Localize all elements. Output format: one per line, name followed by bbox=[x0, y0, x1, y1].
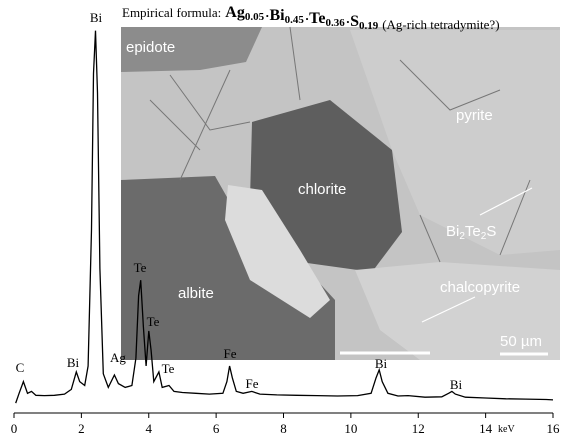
peak-label: Ag bbox=[110, 350, 126, 365]
x-tick-label: 4 bbox=[146, 421, 153, 436]
peak-label: C bbox=[16, 360, 25, 375]
chart-title: Empirical formula: Ag0.05·Bi0.45·Te0.36·S… bbox=[122, 4, 500, 32]
peak-label: Bi bbox=[375, 356, 388, 371]
phase-label: pyrite bbox=[456, 107, 493, 124]
formula-separator: · bbox=[346, 14, 350, 29]
phase-formula-part: S bbox=[486, 223, 496, 240]
x-tick-label: 14 bbox=[479, 421, 493, 436]
formula-symbol: Bi bbox=[269, 7, 285, 24]
epidote-region bbox=[121, 27, 262, 72]
formula-separator: · bbox=[265, 8, 269, 23]
peak-label: Te bbox=[134, 260, 147, 275]
peak-label: Te bbox=[162, 361, 175, 376]
formula-index: 0.36 bbox=[325, 17, 345, 29]
x-tick-label: 2 bbox=[78, 421, 85, 436]
formula-symbol: S bbox=[350, 13, 359, 30]
x-tick-label: 10 bbox=[344, 421, 357, 436]
chlorite-region bbox=[250, 100, 402, 272]
x-tick-label: 12 bbox=[412, 421, 425, 436]
x-tick-label: 8 bbox=[280, 421, 287, 436]
scale-bar-label: 50 µm bbox=[500, 333, 542, 350]
x-tick-label: 16 bbox=[547, 421, 561, 436]
phase-formula-part: 2 bbox=[459, 231, 465, 242]
peak-label: Fe bbox=[246, 376, 259, 391]
peak-label: Bi bbox=[90, 10, 103, 25]
pyrite-region bbox=[350, 30, 560, 255]
peak-label: Fe bbox=[224, 346, 237, 361]
phase-label: epidote bbox=[126, 39, 175, 56]
formula-index: 0.45 bbox=[285, 14, 305, 26]
chalcopyrite-region bbox=[355, 262, 560, 360]
albite-region bbox=[121, 176, 335, 360]
formula-index: 0.05 bbox=[245, 11, 265, 23]
crack-lines bbox=[149, 26, 531, 263]
x-axis-label: keV bbox=[498, 424, 515, 435]
peak-label: Bi bbox=[450, 377, 463, 392]
title-prefix: Empirical formula: bbox=[122, 5, 221, 20]
phase-label: chalcopyrite bbox=[440, 279, 520, 296]
phase-label: chlorite bbox=[298, 181, 346, 198]
phase-formula-part: 2 bbox=[481, 231, 487, 242]
formula-separator: · bbox=[305, 11, 309, 26]
bright-grain bbox=[225, 185, 330, 318]
formula-symbol: Te bbox=[309, 10, 325, 27]
sem-image: epidote pyrite chlorite albite chalcopyr… bbox=[121, 26, 560, 360]
title-suffix: (Ag-rich tetradymite?) bbox=[382, 17, 499, 32]
phase-formula-part: Te bbox=[465, 223, 481, 240]
phase-formula: Bi2Te2S bbox=[446, 223, 496, 242]
x-tick-label: 6 bbox=[213, 421, 220, 436]
spectrum-line bbox=[15, 30, 554, 404]
arrows bbox=[421, 187, 533, 323]
phase-formula-part: Bi bbox=[446, 223, 459, 240]
formula-index: 0.19 bbox=[359, 20, 379, 32]
phase-label: albite bbox=[178, 285, 214, 302]
peak-label: Bi bbox=[67, 355, 80, 370]
peak-label: Te bbox=[147, 314, 160, 329]
formula-symbol: Ag bbox=[225, 4, 245, 21]
x-tick-label: 0 bbox=[11, 421, 18, 436]
